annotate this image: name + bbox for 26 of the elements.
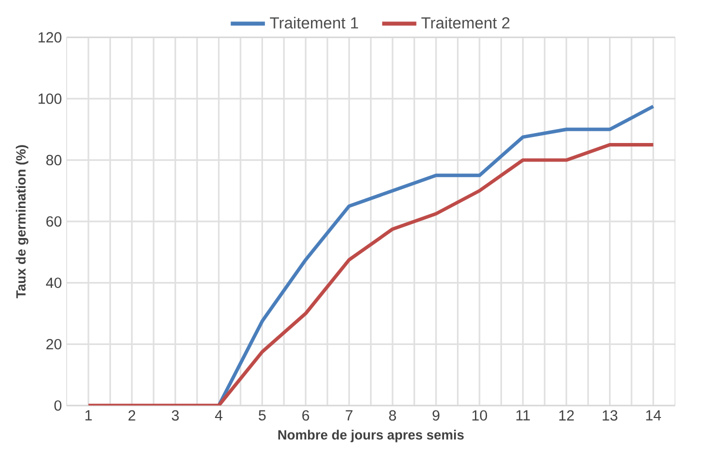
x-tick-label: 1 — [85, 410, 92, 420]
x-tick-label: 12 — [559, 410, 574, 420]
line-series — [217, 104, 656, 406]
y-tick-label: 20 — [46, 338, 62, 350]
x-tick-label: 7 — [346, 410, 352, 420]
x-tick-label: 10 — [472, 410, 488, 421]
y-tick-label: 0 — [54, 400, 62, 411]
x-tick-label: 13 — [602, 410, 618, 421]
y-tick-label: 40 — [46, 278, 62, 288]
y-tick-label: 60 — [46, 216, 62, 227]
x-tick-label: 11 — [516, 410, 530, 420]
x-tick-label: 4 — [215, 410, 222, 420]
y-tick-label: 120 — [38, 32, 62, 42]
y-tick-label: 80 — [46, 154, 62, 166]
x-tick-label: 5 — [258, 410, 266, 420]
y-axis-title: Taux de germination (%) — [16, 145, 28, 298]
x-tick-label: 2 — [128, 410, 136, 420]
y-tick-label: 100 — [38, 93, 62, 104]
x-tick-label: 14 — [646, 410, 661, 420]
x-tick-label: 9 — [432, 410, 440, 421]
x-tick-label: 3 — [172, 410, 179, 421]
legend-label: Traitement 2 — [421, 16, 510, 28]
legend-label: Traitement 1 — [270, 16, 358, 28]
x-tick-label: 6 — [302, 410, 310, 421]
x-axis-title: Nombre de jours apres semis — [278, 430, 464, 442]
x-tick-label: 8 — [389, 410, 396, 421]
